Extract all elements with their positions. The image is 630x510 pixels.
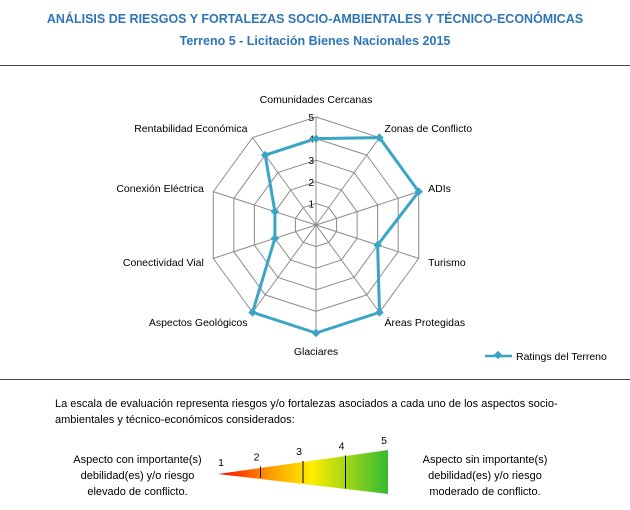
- data-point: [373, 240, 382, 250]
- grid-spoke: [252, 137, 317, 226]
- scale-low-description: Aspecto con importante(s) debilidad(es) …: [73, 454, 202, 498]
- top-divider: [0, 65, 630, 66]
- legend-marker-icon: [493, 350, 503, 360]
- series-ratings: [248, 133, 423, 338]
- category-label: ADIs: [428, 183, 451, 195]
- page-subtitle: Terreno 5 - Licitación Bienes Nacionales…: [179, 34, 451, 48]
- category-label: Aspectos Geológicos: [149, 317, 248, 329]
- scale-number: 3: [296, 446, 302, 458]
- scale-number: 1: [218, 457, 224, 469]
- scale-numbers: 1 2 3 4 5: [218, 435, 387, 469]
- grid-spoke: [315, 137, 380, 226]
- scale-number: 5: [381, 435, 387, 447]
- radial-tick-label: 3: [308, 156, 314, 167]
- data-point: [414, 187, 423, 196]
- data-point: [375, 133, 384, 142]
- grid-spoke: [315, 191, 419, 226]
- radial-tick-label: 1: [308, 199, 314, 210]
- data-point: [270, 207, 280, 216]
- radial-tick-label: 2: [308, 178, 314, 189]
- category-labels: Comunidades Cercanas Zonas de Conflicto AD…: [116, 94, 472, 358]
- category-label: Rentabilidad Económica: [134, 123, 247, 135]
- scale-number: 2: [254, 452, 260, 464]
- scale-description: La escala de evaluación representa riesg…: [55, 398, 558, 426]
- data-point: [375, 308, 384, 317]
- chart-legend: Ratings del Terreno: [485, 350, 607, 363]
- grid-spoke: [213, 224, 317, 259]
- grid-spoke: [315, 224, 419, 259]
- category-label: Áreas Protegidas: [385, 316, 466, 329]
- category-label: Glaciares: [294, 346, 338, 358]
- legend-label: Ratings del Terreno: [516, 351, 607, 363]
- data-point: [260, 150, 270, 160]
- category-label: Turismo: [428, 257, 466, 269]
- radial-tick-label: 5: [308, 113, 314, 124]
- category-label: Conexión Eléctrica: [116, 183, 204, 195]
- grid-spoke: [315, 224, 380, 313]
- data-point: [311, 134, 321, 143]
- grid-spoke: [213, 191, 317, 226]
- scale-high-description: Aspecto sin importante(s) debilidad(es) …: [422, 454, 548, 498]
- data-point: [270, 234, 280, 243]
- bottom-divider: [0, 379, 630, 380]
- grid-spoke: [252, 224, 317, 313]
- scale-ticks: [260, 455, 346, 489]
- category-label: Zonas de Conflicto: [385, 123, 473, 135]
- data-point: [248, 308, 257, 317]
- scale-wedge: [218, 450, 388, 494]
- data-point: [311, 328, 321, 338]
- category-label: Comunidades Cercanas: [260, 94, 373, 106]
- page-title: ANÁLISIS DE RIESGOS Y FORTALEZAS SOCIO-A…: [46, 12, 584, 26]
- category-label: Conectividad Vial: [123, 257, 204, 269]
- scale-number: 4: [339, 441, 345, 453]
